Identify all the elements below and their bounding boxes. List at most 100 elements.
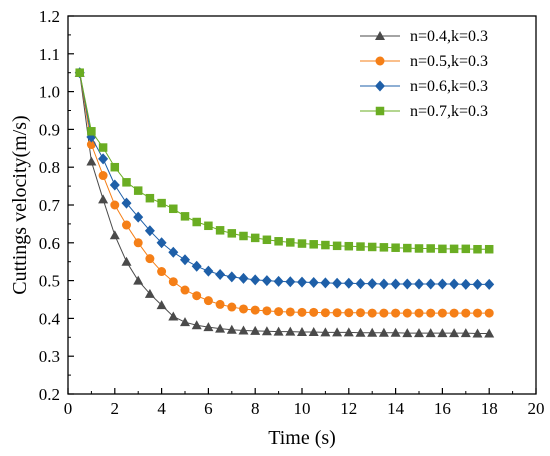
- data-point: [321, 240, 330, 250]
- data-point: [472, 328, 483, 338]
- data-point: [426, 308, 436, 318]
- data-point: [261, 326, 272, 336]
- legend-label: n=0.6,k=0.3: [410, 78, 488, 95]
- data-point: [297, 276, 307, 288]
- data-point: [356, 308, 365, 318]
- data-point: [122, 220, 131, 230]
- data-point: [227, 229, 237, 238]
- data-point: [379, 308, 389, 318]
- data-point: [402, 308, 412, 318]
- data-point: [320, 308, 330, 318]
- series-1: [74, 67, 495, 338]
- data-point: [75, 68, 84, 77]
- data-point: [238, 272, 249, 284]
- y-tick-label: 0.2: [39, 385, 60, 404]
- data-point: [168, 246, 179, 258]
- data-point: [367, 308, 377, 318]
- data-point: [437, 328, 448, 338]
- data-point: [332, 327, 343, 337]
- y-tick-label: 0.7: [39, 196, 61, 215]
- data-point: [144, 225, 155, 237]
- data-point: [273, 326, 284, 336]
- legend-item: n=0.5,k=0.3: [360, 53, 488, 70]
- data-point: [379, 243, 389, 252]
- data-point: [262, 306, 272, 316]
- data-point: [191, 320, 202, 330]
- data-point: [110, 162, 120, 172]
- x-tick-label: 16: [434, 399, 451, 418]
- x-tick-label: 0: [64, 399, 73, 418]
- data-point: [121, 197, 132, 209]
- data-point: [367, 278, 378, 290]
- data-point: [484, 278, 495, 290]
- data-point: [250, 325, 261, 335]
- data-point: [203, 296, 213, 306]
- data-point: [356, 242, 365, 251]
- data-point: [226, 324, 237, 334]
- data-point: [309, 307, 319, 317]
- data-point: [484, 328, 495, 338]
- data-point: [204, 221, 213, 231]
- data-point: [460, 328, 471, 338]
- legend: n=0.4,k=0.3 n=0.5,k=0.3 n=0.6,k=0.3 n=0.7,k…: [360, 28, 488, 120]
- data-point: [402, 278, 413, 290]
- y-tick-label: 1.2: [39, 7, 60, 26]
- data-point: [414, 328, 424, 338]
- data-point: [157, 198, 166, 208]
- data-point: [98, 153, 109, 165]
- data-point: [297, 307, 307, 317]
- data-point: [133, 211, 144, 223]
- plot-area: [67, 15, 537, 395]
- data-point: [250, 233, 260, 243]
- data-point: [191, 260, 202, 272]
- data-point: [461, 244, 471, 254]
- data-point: [449, 278, 460, 290]
- y-tick-label: 0.9: [39, 120, 60, 139]
- x-tick-label: 14: [387, 399, 405, 418]
- data-point: [355, 278, 366, 290]
- data-point: [156, 237, 167, 249]
- series-layer: [74, 67, 495, 338]
- data-point: [215, 299, 225, 309]
- data-point: [238, 325, 249, 335]
- data-point: [403, 243, 412, 253]
- y-tick-label: 0.5: [39, 272, 60, 291]
- legend-marker: [375, 56, 385, 66]
- data-point: [320, 277, 331, 289]
- data-point: [437, 308, 447, 318]
- data-point: [98, 171, 108, 181]
- data-point: [145, 254, 155, 264]
- data-point: [192, 291, 202, 301]
- data-point: [414, 278, 424, 290]
- data-point: [261, 275, 272, 287]
- legend-label: n=0.7,k=0.3: [410, 103, 488, 120]
- data-point: [367, 327, 378, 337]
- data-point: [344, 308, 354, 318]
- x-tick-label: 6: [204, 399, 213, 418]
- data-point: [203, 322, 214, 332]
- legend-label: n=0.5,k=0.3: [410, 53, 488, 70]
- legend-marker: [375, 106, 385, 116]
- data-point: [274, 307, 284, 317]
- data-point: [414, 308, 424, 318]
- y-axis-title: Cuttings velocity(m/s): [9, 115, 31, 294]
- data-point: [168, 277, 178, 287]
- y-tick-label: 1.1: [39, 45, 60, 64]
- data-point: [86, 156, 97, 166]
- data-point: [343, 327, 354, 337]
- data-point: [86, 140, 96, 150]
- data-point: [391, 243, 400, 252]
- data-point: [145, 193, 155, 203]
- data-point: [378, 327, 389, 337]
- axes: 0 2 4 6 8 10 12 14 16 18 20 0.2 0.3 0.4 0.5 0.6 0.7 0.8 0.…: [39, 7, 545, 418]
- y-tick-label: 0.3: [39, 347, 60, 366]
- data-point: [484, 244, 494, 254]
- data-point: [473, 244, 482, 254]
- data-point: [378, 278, 389, 290]
- legend-marker: [375, 31, 385, 40]
- data-point: [227, 302, 237, 312]
- data-point: [390, 327, 401, 337]
- data-point: [355, 327, 366, 337]
- data-point: [180, 285, 190, 295]
- data-point: [414, 244, 424, 253]
